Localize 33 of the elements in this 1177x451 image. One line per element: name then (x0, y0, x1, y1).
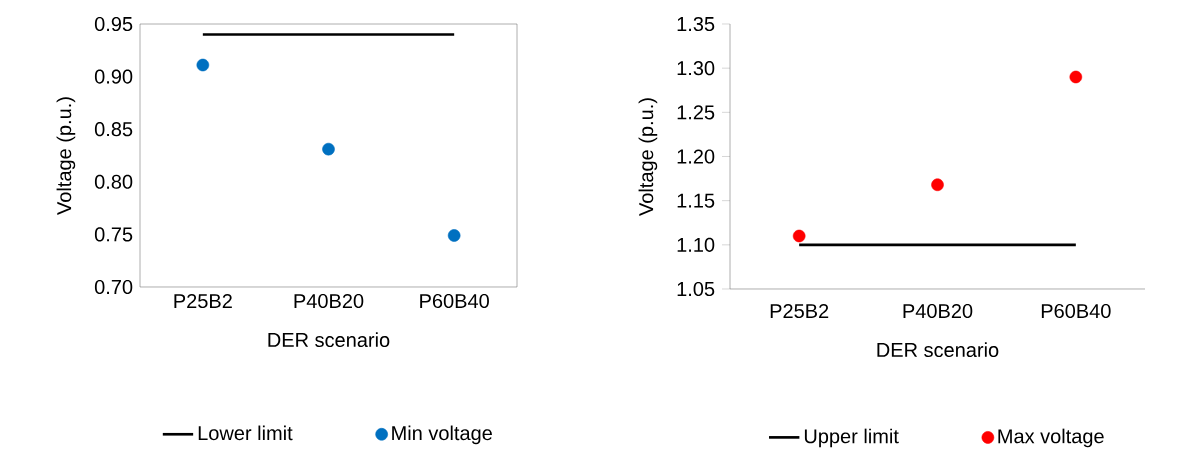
y-tick-label: 1.10 (677, 237, 715, 252)
y-axis-title: Voltage (p.u.) (638, 98, 658, 216)
y-tick-label: 0.80 (94, 174, 133, 189)
y-tick-label: 0.95 (94, 16, 133, 31)
legend-label: Lower limit (198, 425, 293, 440)
point (322, 142, 335, 156)
y-axis-title: Voltage (p.u.) (56, 97, 76, 215)
legend-label: Max voltage (998, 428, 1104, 448)
point (447, 228, 461, 242)
y-tick-label: 1.30 (677, 60, 715, 75)
x-axis-title: DER scenario (268, 332, 390, 347)
legend-label: Min voltage (392, 425, 492, 444)
y-tick-label: 0.85 (94, 121, 133, 137)
legend-label: Upper limit (804, 428, 899, 448)
y-tick-label: 1.20 (677, 149, 715, 164)
x-tick-label: P40B20 (294, 293, 364, 308)
y-tick-label: 1.05 (677, 281, 715, 296)
y-tick-label: 1.25 (677, 105, 715, 120)
x-tick-label: P25B2 (770, 303, 829, 318)
x-tick-label: P60B40 (1041, 303, 1111, 318)
x-axis-title: DER scenario (877, 342, 999, 357)
x-tick-label: P40B20 (903, 303, 973, 318)
y-tick-label: 1.35 (677, 16, 715, 31)
y-tick-label: 0.70 (94, 279, 133, 294)
point (196, 58, 210, 72)
point (1069, 70, 1083, 84)
x-tick-label: P25B2 (174, 293, 232, 308)
y-tick-label: 1.15 (677, 193, 715, 208)
point (931, 178, 944, 191)
y-tick-label: 0.75 (94, 227, 133, 242)
y-tick-label: 0.90 (94, 69, 133, 84)
x-tick-label: P60B40 (420, 293, 489, 308)
point (792, 229, 806, 243)
